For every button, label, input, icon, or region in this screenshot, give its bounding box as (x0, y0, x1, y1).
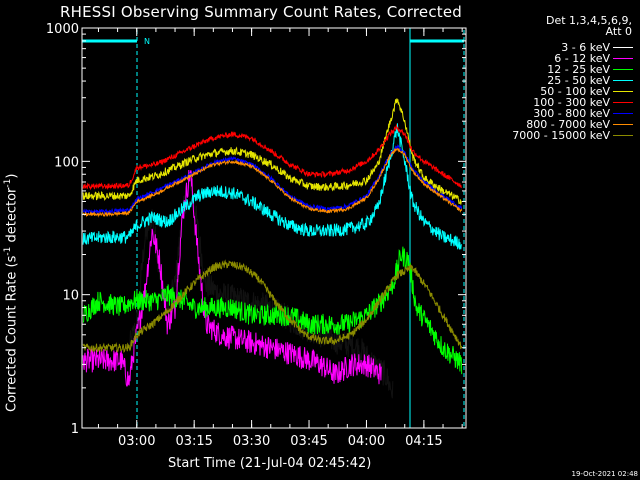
legend-item: 100 - 300 keV (488, 97, 638, 108)
series-line (82, 259, 463, 353)
series-line (82, 147, 463, 218)
legend-label: 25 - 50 keV (547, 74, 610, 87)
x-axis-label: Start Time (21-Jul-04 02:45:42) (168, 456, 372, 471)
legend-label: 100 - 300 keV (533, 96, 610, 109)
legend-header-detectors: Det 1,3,4,5,6,9, (545, 14, 632, 27)
legend-label: 50 - 100 keV (540, 85, 610, 98)
legend-swatch (613, 69, 633, 70)
legend-item: 6 - 12 keV (488, 53, 638, 64)
series-line (82, 246, 463, 375)
legend-swatch (613, 135, 633, 136)
legend-swatch (613, 58, 633, 59)
legend-swatch (613, 80, 633, 81)
legend-item: 12 - 25 keV (488, 64, 638, 75)
legend-item: 3 - 6 keV (488, 42, 638, 53)
legend-label: 800 - 7000 keV (526, 118, 610, 131)
legend-label: 3 - 6 keV (561, 41, 610, 54)
y-tick-label: 100 (54, 155, 79, 170)
annotation-n: N (144, 37, 150, 46)
y-tick-label: 1000 (46, 22, 79, 37)
x-tick-label: 03:00 (118, 434, 155, 449)
legend-item: 300 - 800 keV (488, 108, 638, 119)
legend-label: 12 - 25 keV (547, 63, 610, 76)
series-line (82, 123, 463, 250)
series-line (82, 144, 463, 215)
series-line (82, 98, 462, 205)
legend-swatch (613, 113, 633, 114)
axes-frame (81, 27, 467, 429)
x-tick-label: 03:30 (233, 434, 270, 449)
legend-item: 800 - 7000 keV (488, 119, 638, 130)
x-tick-label: 03:45 (290, 434, 327, 449)
y-tick-label: 1 (71, 422, 79, 437)
series-line (82, 169, 382, 387)
legend-swatch (613, 47, 633, 48)
series-line (82, 123, 462, 191)
legend-label: 6 - 12 keV (554, 52, 610, 65)
legend-item: 25 - 50 keV (488, 75, 638, 86)
timestamp-footer: 19-Oct-2021 02:48 (571, 470, 638, 478)
legend-label: 7000 - 15000 keV (512, 129, 610, 142)
legend-header-attenuator: Att 0 (605, 25, 632, 38)
legend: 3 - 6 keV 6 - 12 keV 12 - 25 keV 25 - 50… (488, 42, 638, 141)
legend-swatch (613, 124, 633, 125)
x-tick-label: 04:00 (348, 434, 385, 449)
legend-label: 300 - 800 keV (533, 107, 610, 120)
x-tick-label: 04:15 (405, 434, 442, 449)
chart-title: RHESSI Observing Summary Count Rates, Co… (60, 3, 463, 21)
x-tick-label: 03:15 (175, 434, 212, 449)
legend-swatch (613, 102, 633, 103)
legend-item: 7000 - 15000 keV (488, 130, 638, 141)
legend-swatch (613, 91, 633, 92)
y-tick-label: 10 (62, 289, 79, 304)
legend-item: 50 - 100 keV (488, 86, 638, 97)
